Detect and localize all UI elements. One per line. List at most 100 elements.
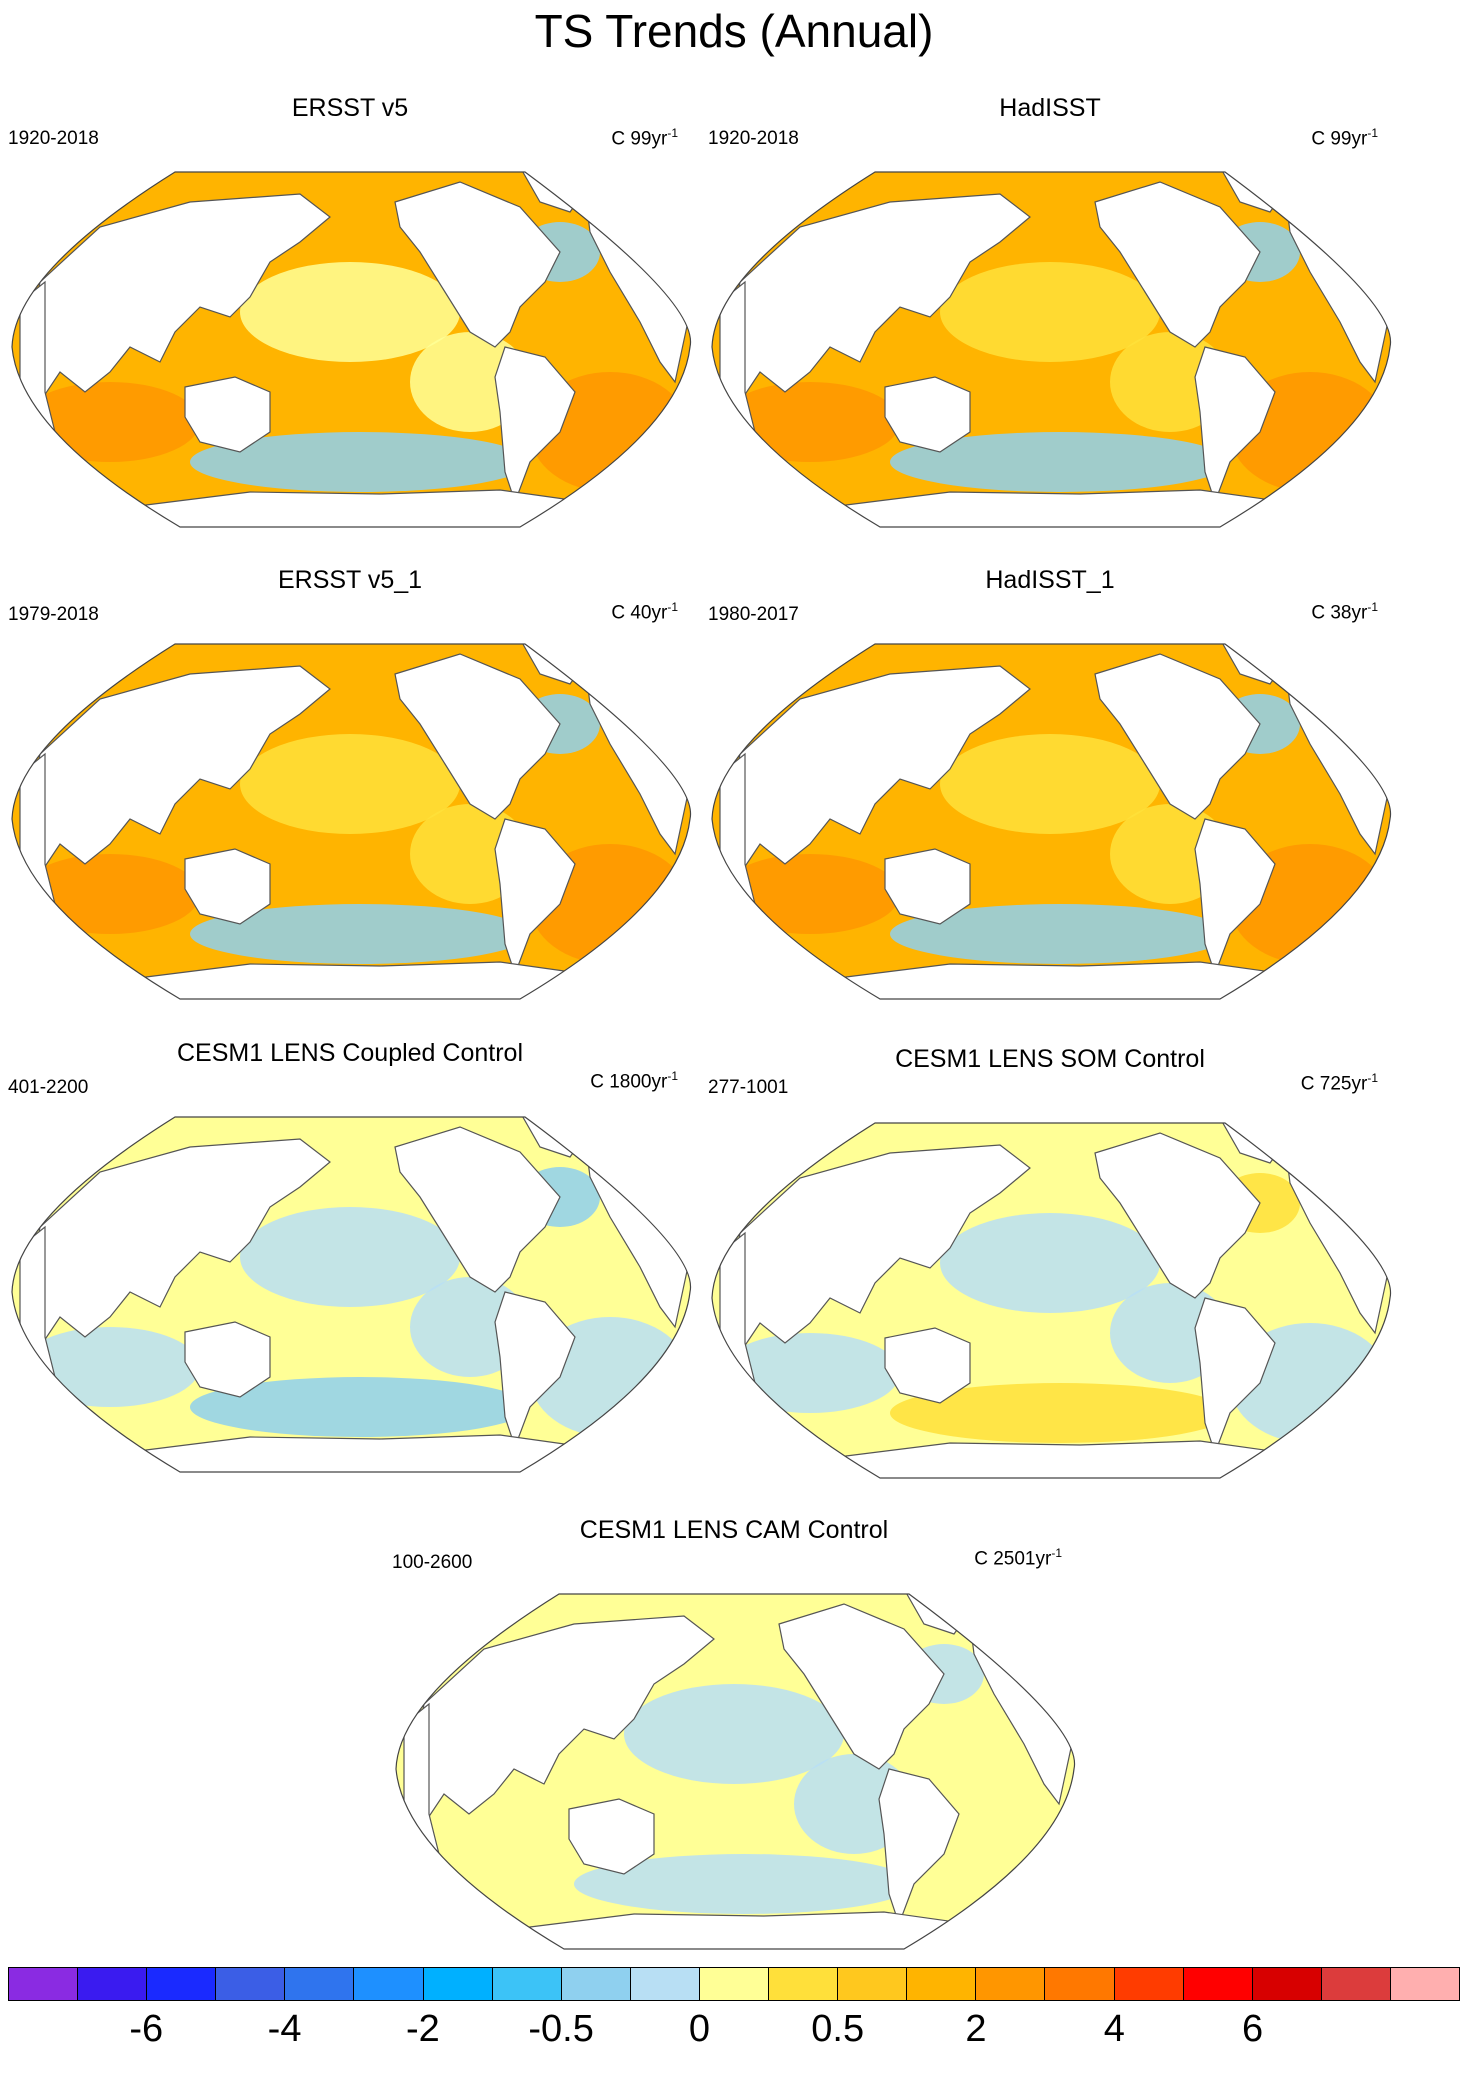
antarctica-landmass	[127, 489, 602, 527]
trend-region	[890, 904, 1230, 964]
panel-period: 1980-2017	[708, 604, 799, 625]
map-outline	[395, 1593, 1076, 1950]
colorbar-swatch	[561, 1968, 631, 2000]
samerica-landmass	[1194, 346, 1276, 504]
panel-units: C 99yr-1	[611, 126, 678, 150]
map-panel-som-control: CESM1 LENS SOM Control 277-1001 C 725yr-…	[700, 1045, 1400, 1515]
australia-landmass	[884, 1327, 971, 1404]
map-panel-ersst-v5: ERSST v5 1920-2018 C 99yr-1	[0, 94, 700, 564]
colorbar-tick-label: 4	[1103, 2008, 1125, 2050]
trend-region	[190, 904, 530, 964]
trend-region	[890, 432, 1230, 492]
colorbar-tick-label: -6	[129, 2008, 164, 2050]
trend-region	[890, 1383, 1230, 1443]
map-panel-cam-control: CESM1 LENS CAM Control 100-2600 C 2501yr…	[384, 1516, 1084, 1986]
panel-units: C 725yr-1	[1300, 1071, 1378, 1095]
australia-landmass	[568, 1798, 655, 1875]
colorbar-swatch	[285, 1968, 355, 2000]
asia-landmass	[719, 1144, 1031, 1354]
colorbar-tick-label: -0.5	[528, 2008, 594, 2050]
panel-period: 277-1001	[708, 1077, 789, 1098]
asia-landmass	[19, 665, 331, 875]
colorbar-swatch	[492, 1968, 562, 2000]
world-map	[11, 643, 692, 1000]
panel-title: CESM1 LENS SOM Control	[895, 1045, 1205, 1073]
panel-units: C 40yr-1	[611, 600, 678, 624]
map-panel-ersst-v5-1: ERSST v5_1 1979-2018 C 40yr-1	[0, 566, 700, 1036]
colorbar-swatch	[1252, 1968, 1322, 2000]
colorbar-tick-label: 6	[1241, 2008, 1264, 2050]
namerica-landmass	[778, 1603, 945, 1770]
samerica-landmass	[1194, 1297, 1276, 1455]
samerica-landmass	[494, 1291, 576, 1449]
namerica-landmass	[1094, 1132, 1261, 1299]
trend-region	[190, 1377, 530, 1437]
world-map	[11, 171, 692, 528]
namerica-landmass	[394, 653, 561, 820]
asia-landmass	[19, 1138, 331, 1348]
colorbar-swatch	[147, 1968, 217, 2000]
panel-title: HadISST_1	[985, 566, 1115, 594]
antarctica-landmass	[827, 961, 1302, 999]
panel-period: 401-2200	[8, 1077, 89, 1098]
panel-title: ERSST v5	[291, 94, 409, 122]
world-map	[711, 643, 1392, 1000]
panel-units: C 2501yr-1	[974, 1546, 1062, 1570]
panel-units: C 1800yr-1	[590, 1069, 678, 1093]
colorbar-swatch	[1183, 1968, 1253, 2000]
australia-landmass	[184, 376, 271, 453]
colorbar-swatch	[630, 1968, 700, 2000]
trend-region	[190, 432, 530, 492]
colorbar-tick-label: -2	[405, 2008, 440, 2050]
colorbar-swatch	[354, 1968, 424, 2000]
colorbar-swatch	[423, 1968, 493, 2000]
colorbar-tick-label: 0.5	[811, 2008, 865, 2050]
panel-title: CESM1 LENS CAM Control	[579, 1516, 889, 1544]
australia-landmass	[884, 376, 971, 453]
australia-landmass	[184, 848, 271, 925]
world-map	[11, 1116, 692, 1473]
colorbar-swatch	[216, 1968, 286, 2000]
namerica-landmass	[394, 181, 561, 348]
colorbar-swatch	[907, 1968, 977, 2000]
figure-title: TS Trends (Annual)	[534, 5, 934, 57]
trend-region	[240, 1207, 460, 1307]
antarctica-landmass	[127, 1434, 602, 1472]
colorbar-swatch	[769, 1968, 839, 2000]
asia-landmass	[403, 1615, 715, 1825]
namerica-landmass	[394, 1126, 561, 1293]
namerica-landmass	[1094, 653, 1261, 820]
trend-region	[940, 734, 1160, 834]
trend-region	[240, 262, 460, 362]
panel-period: 1979-2018	[8, 604, 99, 625]
map-outline	[711, 171, 1392, 528]
map-outline	[11, 1116, 692, 1473]
colorbar-swatch	[838, 1968, 908, 2000]
asia-landmass	[719, 193, 1031, 403]
australia-landmass	[884, 848, 971, 925]
colorbar-swatch	[976, 1968, 1046, 2000]
asia-landmass	[19, 193, 331, 403]
colorbar-swatch	[1045, 1968, 1115, 2000]
map-panel-hadisst-1: HadISST_1 1980-2017 C 38yr-1	[700, 566, 1400, 1036]
panel-period: 100-2600	[392, 1552, 473, 1573]
samerica-landmass	[878, 1768, 960, 1926]
antarctica-landmass	[127, 961, 602, 999]
panel-units: C 38yr-1	[1311, 600, 1378, 624]
world-map	[395, 1593, 1076, 1950]
map-panel-coupled-control: CESM1 LENS Coupled Control 401-2200 C 18…	[0, 1039, 700, 1509]
samerica-landmass	[494, 346, 576, 504]
colorbar-swatch	[1390, 1968, 1459, 2000]
samerica-landmass	[494, 818, 576, 976]
asia-landmass	[719, 665, 1031, 875]
colorbar-swatch	[1321, 1968, 1391, 2000]
panel-period: 1920-2018	[708, 128, 799, 149]
colorbar-swatch	[699, 1968, 770, 2000]
map-outline	[11, 643, 692, 1000]
trend-region	[240, 734, 460, 834]
panel-units: C 99yr-1	[1311, 126, 1378, 150]
australia-landmass	[184, 1321, 271, 1398]
antarctica-landmass	[827, 1440, 1302, 1478]
trend-region	[574, 1854, 914, 1914]
panel-period: 1920-2018	[8, 128, 99, 149]
